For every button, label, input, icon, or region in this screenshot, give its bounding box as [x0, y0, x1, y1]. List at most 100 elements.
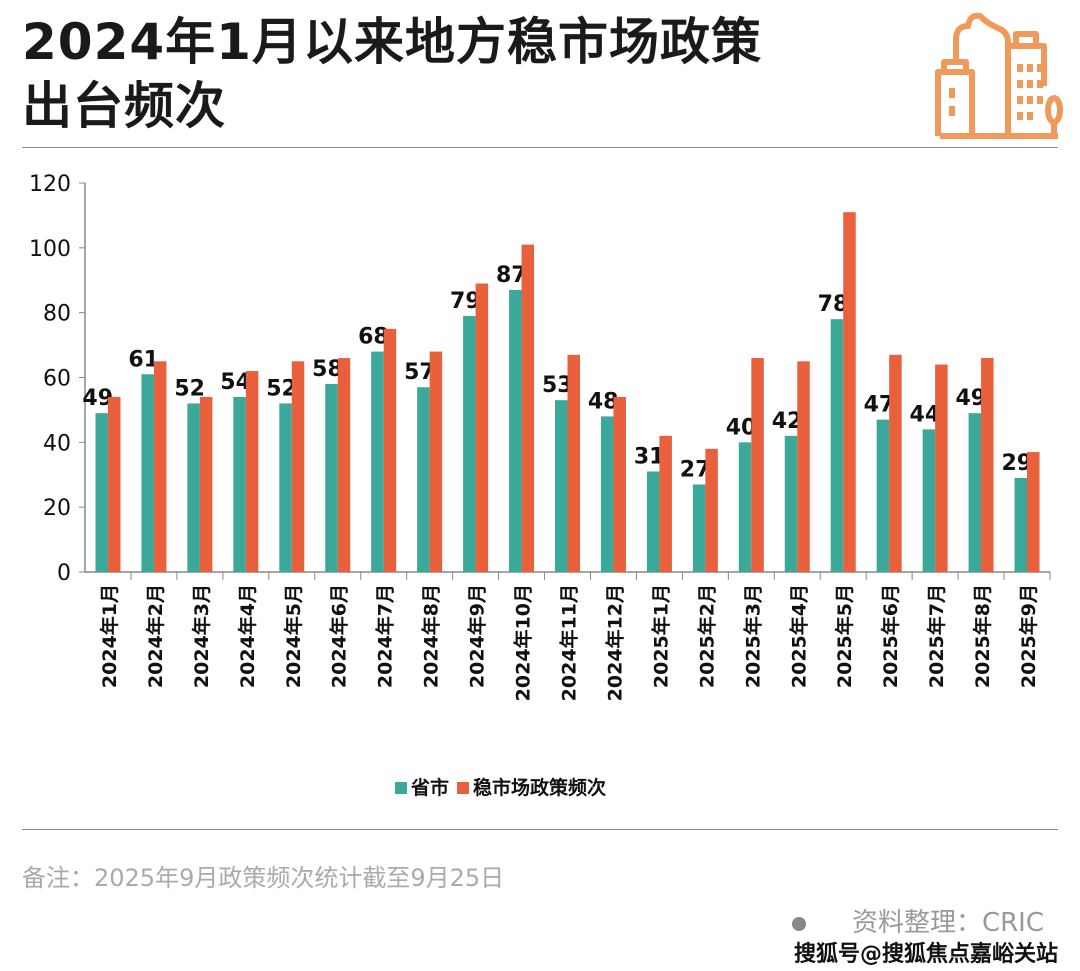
- x-tick-label: 2024年9月: [466, 584, 489, 688]
- data-label: 52: [174, 376, 205, 401]
- data-label: 31: [634, 445, 665, 470]
- data-label: 68: [358, 325, 389, 350]
- bar-province-city: [95, 413, 108, 572]
- bar-province-city: [187, 403, 200, 572]
- data-label: 78: [818, 292, 849, 317]
- data-label: 57: [404, 360, 435, 385]
- page-title: 2024年1月以来地方稳市场政策 出台频次: [22, 10, 762, 138]
- bar-province-city: [141, 374, 154, 572]
- data-label: 52: [266, 376, 297, 401]
- data-label: 58: [312, 357, 343, 382]
- x-tick-label: 2024年12月: [603, 584, 626, 701]
- source-text: 资料整理：CRIC: [851, 908, 1044, 938]
- data-label: 42: [772, 409, 803, 434]
- bar-province-city: [279, 403, 292, 572]
- bar-province-city: [555, 400, 568, 572]
- y-tick-label: 100: [29, 237, 71, 262]
- bar-policy-frequency: [889, 354, 902, 572]
- legend-swatch: [395, 782, 407, 794]
- bar-province-city: [325, 383, 338, 572]
- bar-policy-frequency: [843, 212, 856, 573]
- legend-swatch: [457, 782, 469, 794]
- x-tick-label: 2024年5月: [282, 584, 305, 688]
- bar-province-city: [233, 396, 246, 572]
- x-tick-label: 2025年6月: [879, 584, 902, 688]
- bar-province-city: [371, 351, 384, 572]
- bar-province-city: [646, 471, 660, 572]
- footer-divider: [22, 829, 1058, 830]
- x-tick-label: 2025年5月: [833, 584, 856, 688]
- header-divider: [22, 147, 1058, 148]
- x-tick-label: 2025年8月: [971, 584, 994, 688]
- x-tick-label: 2025年1月: [649, 584, 672, 688]
- title-line-1: 2024年1月以来地方稳市场政策: [22, 13, 762, 71]
- bar-policy-frequency: [935, 364, 948, 572]
- bullet-icon: [791, 916, 806, 931]
- legend-label: 稳市场政策频次: [473, 776, 606, 799]
- x-tick-label: 2024年1月: [98, 584, 121, 688]
- data-label: 61: [128, 347, 159, 372]
- bar-policy-frequency: [705, 448, 718, 572]
- bar-policy-frequency: [475, 283, 489, 572]
- bar-policy-frequency: [429, 351, 443, 572]
- bar-policy-frequency: [797, 361, 810, 572]
- bar-province-city: [830, 319, 844, 572]
- data-label: 87: [496, 263, 527, 288]
- footnote: 备注：2025年9月政策频次统计截至9月25日: [22, 864, 505, 892]
- bar-policy-frequency: [1027, 452, 1040, 572]
- y-tick-label: 120: [29, 172, 71, 197]
- bar-province-city: [738, 442, 752, 572]
- y-tick-label: 20: [43, 496, 71, 521]
- x-tick-label: 2025年7月: [925, 584, 948, 688]
- bar-province-city: [922, 429, 936, 572]
- bar-policy-frequency: [567, 354, 580, 572]
- city-buildings-icon: [930, 6, 1066, 144]
- x-tick-label: 2025年3月: [741, 584, 764, 688]
- bar-province-city: [1014, 477, 1028, 572]
- bar-province-city: [509, 289, 522, 572]
- bar-policy-frequency: [521, 244, 535, 572]
- bar-policy-frequency: [337, 358, 351, 572]
- data-label: 48: [588, 389, 619, 414]
- title-line-2: 出台频次: [22, 77, 226, 135]
- data-label: 49: [956, 386, 987, 411]
- x-tick-label: 2024年8月: [420, 584, 443, 688]
- bar-policy-frequency: [613, 396, 626, 572]
- bar-policy-frequency: [199, 396, 213, 572]
- bar-province-city: [600, 416, 614, 572]
- source-label: 资料整理：CRIC: [791, 902, 1044, 939]
- bar-policy-frequency: [383, 328, 397, 572]
- x-tick-label: 2025年9月: [1017, 584, 1040, 688]
- data-label: 47: [864, 393, 895, 418]
- bar-policy-frequency: [153, 361, 167, 572]
- data-label: 27: [680, 457, 711, 482]
- y-tick-label: 80: [43, 302, 71, 327]
- x-tick-label: 2024年7月: [374, 584, 397, 688]
- x-tick-label: 2025年2月: [695, 584, 718, 688]
- bar-policy-frequency: [245, 371, 259, 572]
- x-tick-label: 2024年2月: [144, 584, 167, 688]
- x-tick-label: 2025年4月: [787, 584, 810, 688]
- legend-label: 省市: [410, 776, 449, 799]
- data-label: 79: [450, 289, 481, 314]
- bar-chart: 0 20 40 60 80 100 120 49 2024年1月 61 2024年2月 52 2024年…: [29, 172, 1051, 799]
- bar-province-city: [968, 413, 982, 572]
- x-tick-label: 2024年6月: [328, 584, 351, 688]
- bar-province-city: [784, 435, 798, 572]
- y-tick-label: 40: [43, 431, 71, 456]
- bar-province-city: [692, 484, 706, 572]
- bar-province-city: [417, 387, 430, 572]
- x-tick-label: 2024年3月: [190, 584, 213, 688]
- data-label: 40: [726, 415, 757, 440]
- data-label: 49: [82, 386, 113, 411]
- y-tick-label: 60: [43, 367, 71, 392]
- data-label: 54: [220, 370, 251, 395]
- data-label: 44: [910, 402, 941, 427]
- bar-policy-frequency: [291, 361, 305, 572]
- bar-policy-frequency: [981, 358, 994, 572]
- bar-policy-frequency: [751, 358, 764, 572]
- bar-province-city: [876, 419, 890, 572]
- data-label: 29: [1001, 451, 1032, 476]
- watermark-text: 搜狐号@搜狐焦点嘉峪关站: [793, 942, 1058, 967]
- bar-province-city: [463, 315, 476, 572]
